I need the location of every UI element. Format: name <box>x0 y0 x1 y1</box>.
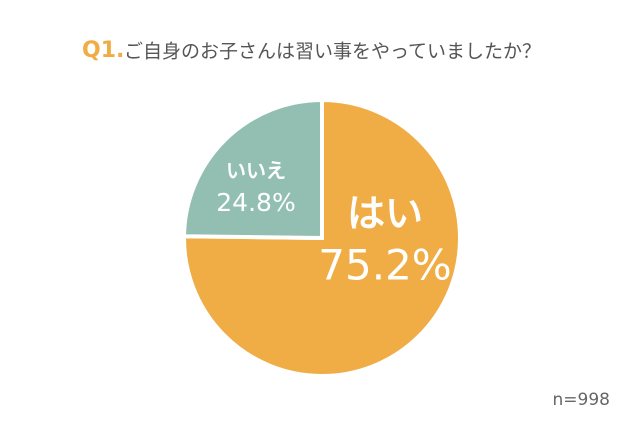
pie-labels: はい 75.2% いいえ 24.8% <box>216 159 451 290</box>
slice-category: はい <box>347 192 423 236</box>
sample-size: n=998 <box>553 390 610 410</box>
chart-title: ご自身のお子さんは習い事をやっていましたか？ <box>124 41 541 63</box>
question-number: Q1. <box>82 38 124 63</box>
pie-slice <box>182 97 462 378</box>
slice-category: いいえ <box>226 159 286 183</box>
pie-slice <box>181 97 324 241</box>
pie <box>181 97 462 378</box>
slice-value-label: 75.2% <box>318 241 451 290</box>
slice-value-label: 24.8% <box>216 188 295 217</box>
